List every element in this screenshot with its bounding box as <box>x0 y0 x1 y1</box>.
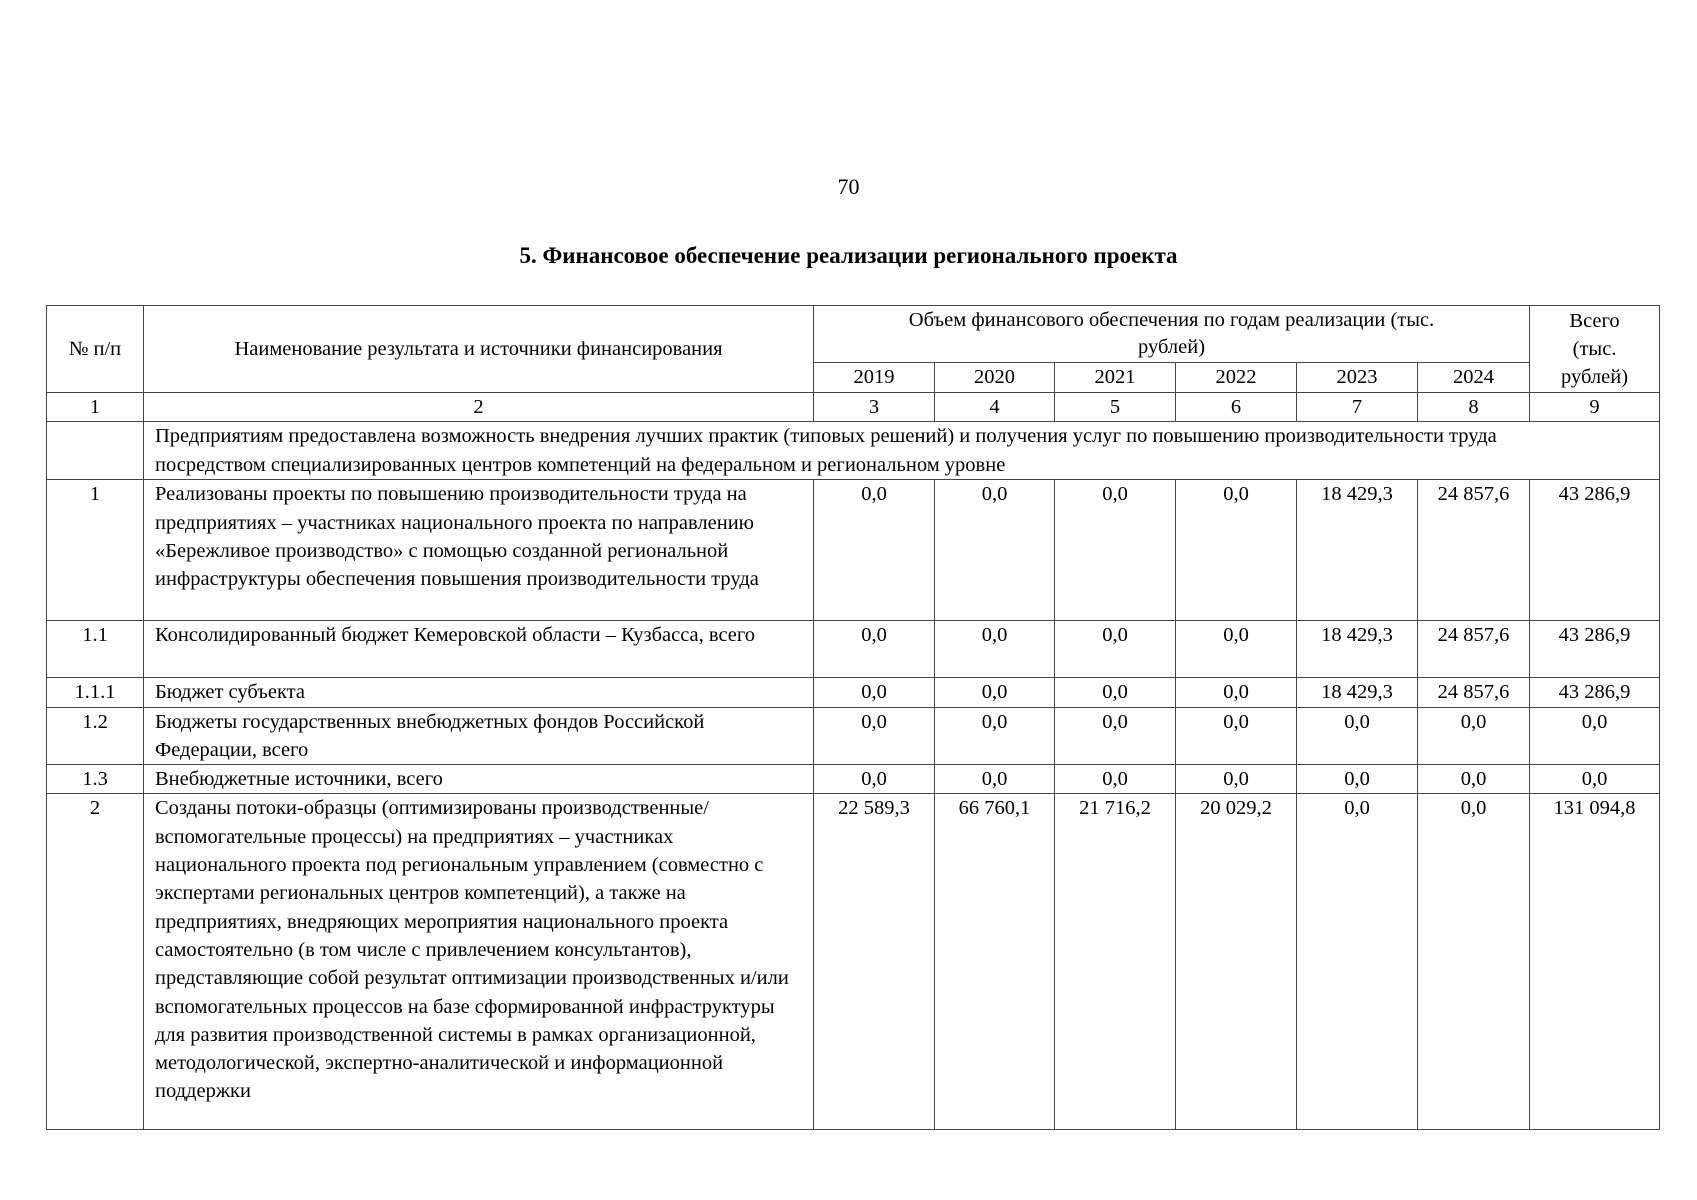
row-value: 0,0 <box>813 764 935 795</box>
row-total: 131 094,8 <box>1529 793 1661 1131</box>
header-name: Наименование результата и источники фина… <box>143 305 814 393</box>
row-value: 0,0 <box>1175 620 1297 679</box>
header-year: 2024 <box>1416 362 1531 393</box>
page-title: 5. Финансовое обеспечение реализации рег… <box>519 243 1178 268</box>
row-name: Консолидированный бюджет Кемеровской обл… <box>143 620 814 679</box>
row-name: Реализованы проекты по повышению произво… <box>143 479 814 622</box>
row-value: 24 857,6 <box>1416 479 1531 622</box>
section-heading-row: Предприятиям предоставлена возможность в… <box>46 421 1661 481</box>
table-row: 1.1.1 Бюджет субъекта 0,0 0,0 0,0 0,0 18 429,3… <box>46 677 1661 708</box>
row-value: 0,0 <box>1296 706 1418 766</box>
column-number: 4 <box>934 391 1055 423</box>
row-value: 0,0 <box>1054 677 1176 708</box>
row-value: 0,0 <box>1054 620 1176 679</box>
column-number: 8 <box>1416 391 1531 423</box>
row-value: 0,0 <box>1175 479 1297 622</box>
row-value: 22 589,3 <box>813 793 935 1131</box>
row-value: 0,0 <box>1175 764 1297 795</box>
row-value: 0,0 <box>1296 764 1418 795</box>
row-number: 2 <box>46 793 144 1131</box>
row-value: 0,0 <box>1296 793 1418 1131</box>
row-value: 0,0 <box>1175 706 1297 766</box>
header-year: 2021 <box>1054 362 1176 393</box>
row-value: 0,0 <box>1054 479 1176 622</box>
row-value: 0,0 <box>813 479 935 622</box>
row-value: 0,0 <box>813 706 935 766</box>
row-value: 0,0 <box>934 764 1055 795</box>
row-name: Бюджеты государственных внебюджетных фон… <box>143 706 814 766</box>
row-value: 21 716,2 <box>1054 793 1176 1131</box>
row-value: 0,0 <box>1416 793 1531 1131</box>
table-row: 1.1 Консолидированный бюджет Кемеровской … <box>46 620 1661 679</box>
row-number: 1.2 <box>46 706 144 766</box>
row-total: 0,0 <box>1529 764 1661 795</box>
row-total: 43 286,9 <box>1529 479 1661 622</box>
row-value: 0,0 <box>934 677 1055 708</box>
financing-table: № п/п Наименование результата и источник… <box>46 305 1661 1131</box>
row-value: 0,0 <box>813 677 935 708</box>
row-name: Внебюджетные источники, всего <box>143 764 814 795</box>
row-number: 1.1 <box>46 620 144 679</box>
row-total: 0,0 <box>1529 706 1661 766</box>
page-number: 70 <box>837 174 860 199</box>
row-number: 1.1.1 <box>46 677 144 708</box>
row-number: 1 <box>46 479 144 622</box>
row-value: 0,0 <box>934 620 1055 679</box>
row-value: 18 429,3 <box>1296 620 1418 679</box>
table-row: 2 Созданы потоки-образцы (оптимизированы … <box>46 793 1661 1131</box>
row-value: 0,0 <box>1416 706 1531 766</box>
row-value: 0,0 <box>934 479 1055 622</box>
row-value: 18 429,3 <box>1296 479 1418 622</box>
row-value: 0,0 <box>1054 764 1176 795</box>
row-value: 24 857,6 <box>1416 677 1531 708</box>
column-number: 3 <box>813 391 935 423</box>
header-year: 2022 <box>1175 362 1297 393</box>
header-total: Всего (тыс. рублей) <box>1529 305 1661 393</box>
column-number: 6 <box>1175 391 1297 423</box>
column-number: 5 <box>1054 391 1176 423</box>
column-number: 2 <box>143 391 814 423</box>
section-heading: Предприятиям предоставлена возможность в… <box>142 421 1661 481</box>
table-row: 1 Реализованы проекты по повышению произв… <box>46 479 1661 622</box>
header-year: 2023 <box>1296 362 1418 393</box>
row-value: 0,0 <box>1175 677 1297 708</box>
header-year: 2019 <box>813 362 935 393</box>
row-value: 24 857,6 <box>1416 620 1531 679</box>
row-value: 20 029,2 <box>1175 793 1297 1131</box>
row-name: Бюджет субъекта <box>143 677 814 708</box>
row-value: 0,0 <box>934 706 1055 766</box>
header-volume: Объем финансового обеспечения по годам р… <box>812 305 1531 363</box>
header-num: № п/п <box>46 305 144 393</box>
row-value: 0,0 <box>1416 764 1531 795</box>
column-number: 9 <box>1529 391 1661 423</box>
table-row: 1.3 Внебюджетные источники, всего 0,0 0,0 0,… <box>46 764 1661 795</box>
row-name: Созданы потоки-образцы (оптимизированы п… <box>143 793 814 1131</box>
row-value: 0,0 <box>813 620 935 679</box>
row-value: 66 760,1 <box>934 793 1055 1131</box>
column-number: 1 <box>46 391 144 423</box>
row-value: 18 429,3 <box>1296 677 1418 708</box>
column-number-row: 1 2 3 4 5 6 7 8 9 <box>46 391 1661 423</box>
row-total: 43 286,9 <box>1529 620 1661 679</box>
column-number: 7 <box>1296 391 1418 423</box>
row-number: 1.3 <box>46 764 144 795</box>
table-row: 1.2 Бюджеты государственных внебюджетных … <box>46 706 1661 766</box>
row-value: 0,0 <box>1054 706 1176 766</box>
header-year: 2020 <box>934 362 1055 393</box>
row-total: 43 286,9 <box>1529 677 1661 708</box>
